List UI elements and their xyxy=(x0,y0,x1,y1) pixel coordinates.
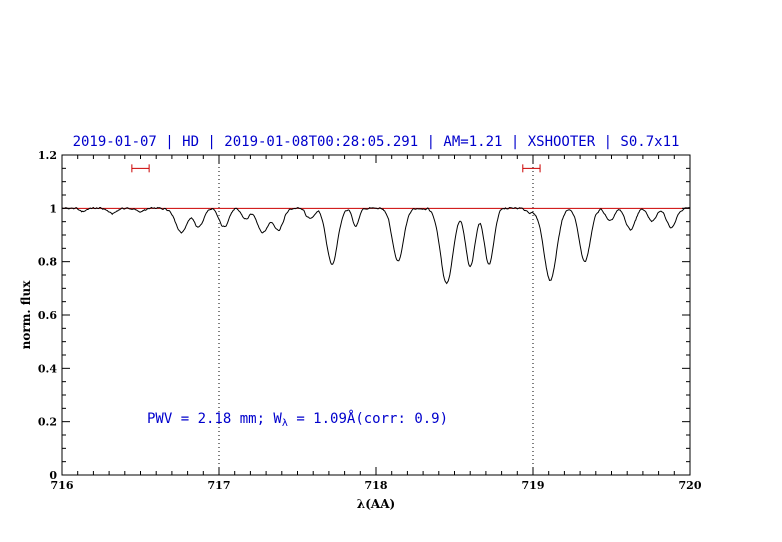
x-tick-label: 719 xyxy=(522,479,545,492)
x-tick-label: 717 xyxy=(208,479,231,492)
y-tick-label: 0.6 xyxy=(38,309,57,322)
pwv-annotation: PWV = 2.18 mm; Wλ = 1.09Å(corr: 0.9) xyxy=(147,411,448,429)
x-tick-label: 720 xyxy=(679,479,702,492)
x-axis-label: λ(AA) xyxy=(356,497,396,511)
y-tick-label: 1 xyxy=(49,202,57,215)
pwv-annotation-suffix: = 1.09Å(corr: 0.9) xyxy=(287,411,449,427)
y-tick-label: 0 xyxy=(49,469,57,482)
y-tick-label: 0.8 xyxy=(38,256,57,269)
y-tick-label: 0.2 xyxy=(38,416,57,429)
plot-title: 2019-01-07 | HD | 2019-01-08T00:28:05.29… xyxy=(72,134,680,150)
pwv-annotation-subscript: λ xyxy=(281,418,288,429)
pwv-annotation-prefix: PWV = 2.18 mm; W xyxy=(147,411,282,427)
y-tick-label: 1.2 xyxy=(38,149,57,162)
y-axis-label: norm. flux xyxy=(19,280,33,350)
x-tick-label: 716 xyxy=(51,479,74,492)
spectrum-path xyxy=(61,206,691,285)
x-tick-label: 718 xyxy=(365,479,388,492)
y-tick-label: 0.4 xyxy=(38,362,57,375)
